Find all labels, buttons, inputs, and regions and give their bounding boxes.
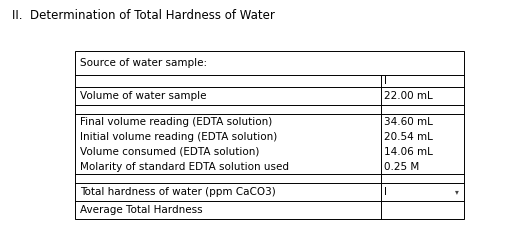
Text: II.  Determination of Total Hardness of Water: II. Determination of Total Hardness of W… xyxy=(12,9,275,22)
Text: 20.54 mL: 20.54 mL xyxy=(384,132,433,142)
Text: I: I xyxy=(384,187,387,197)
Bar xyxy=(75,51,464,219)
Text: Final volume reading (EDTA solution): Final volume reading (EDTA solution) xyxy=(79,116,272,127)
Text: I: I xyxy=(384,76,387,86)
Text: Volume consumed (EDTA solution): Volume consumed (EDTA solution) xyxy=(79,147,259,157)
Text: Molarity of standard EDTA solution used: Molarity of standard EDTA solution used xyxy=(79,162,289,172)
Text: 22.00 mL: 22.00 mL xyxy=(384,91,433,101)
Text: Average Total Hardness: Average Total Hardness xyxy=(79,205,202,215)
Text: Source of water sample:: Source of water sample: xyxy=(79,58,207,68)
Text: Total hardness of water (ppm CaCO3): Total hardness of water (ppm CaCO3) xyxy=(79,187,275,197)
Text: 14.06 mL: 14.06 mL xyxy=(384,147,433,157)
Text: ▾: ▾ xyxy=(455,187,459,197)
Text: Volume of water sample: Volume of water sample xyxy=(79,91,206,101)
Text: Initial volume reading (EDTA solution): Initial volume reading (EDTA solution) xyxy=(79,132,277,142)
Text: 34.60 mL: 34.60 mL xyxy=(384,116,433,127)
Text: 0.25 M: 0.25 M xyxy=(384,162,419,172)
